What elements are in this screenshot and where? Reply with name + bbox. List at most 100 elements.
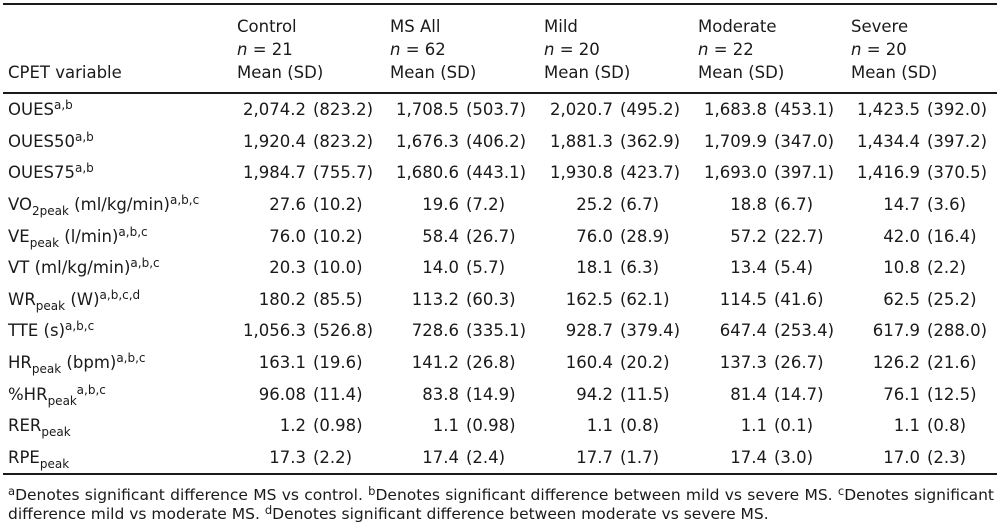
mean-value: 1.1 bbox=[893, 416, 920, 436]
n-symbol: n bbox=[237, 40, 248, 59]
label-text: HR bbox=[8, 353, 32, 373]
value-cell: 1,434.4 (397.2) bbox=[846, 126, 997, 158]
label-subscript: peak bbox=[39, 456, 70, 471]
sd-value: (12.5) bbox=[927, 384, 977, 404]
mean-value: 2,020.7 bbox=[550, 100, 613, 120]
sd-value: (41.6) bbox=[774, 289, 824, 309]
group-n: n = 62 bbox=[390, 38, 539, 61]
label-text: (bpm) bbox=[61, 353, 117, 373]
mean-sd-value: 76.1 (12.5) bbox=[846, 385, 997, 404]
table-body: OUESa,b 2,074.2 (823.2) 1,708.5 (503.7) 2,020… bbox=[3, 93, 997, 474]
label-subscript: peak bbox=[31, 362, 62, 377]
mean-value: 160.4 bbox=[565, 353, 613, 373]
label-text: (ml/kg/min) bbox=[68, 195, 170, 215]
mean-sd-value: 1,434.4 (397.2) bbox=[846, 132, 997, 151]
value-cell: 18.8 (6.7) bbox=[693, 189, 846, 221]
mean-value: 14.0 bbox=[422, 258, 459, 278]
sd-value: (526.8) bbox=[313, 321, 374, 341]
mean-sd-value: 1,683.8 (453.1) bbox=[693, 100, 846, 119]
table-row: RERpeak 1.2 (0.98) 1.1 (0.98) 1.1 (0.8) 1.1 (0.1… bbox=[3, 410, 997, 442]
mean-value: 62.5 bbox=[883, 289, 920, 309]
mean-sd-value: 19.6 (7.2) bbox=[385, 195, 539, 214]
sd-value: (5.7) bbox=[466, 258, 506, 278]
value-cell: 728.6 (335.1) bbox=[385, 315, 539, 347]
value-cell: 928.7 (379.4) bbox=[539, 315, 693, 347]
value-cell: 1,680.6 (443.1) bbox=[385, 157, 539, 189]
significance-markers: a,b,c bbox=[118, 224, 148, 239]
row-label: VO2peak (ml/kg/min)a,b,c bbox=[8, 194, 199, 217]
value-cell: 1,056.3 (526.8) bbox=[232, 315, 385, 347]
value-cell: 83.8 (14.9) bbox=[385, 378, 539, 410]
value-cell: 27.6 (10.2) bbox=[232, 189, 385, 221]
n-count: = 22 bbox=[708, 40, 754, 59]
value-cell: 1,423.5 (392.0) bbox=[846, 93, 997, 126]
row-label: %HRpeaka,b,c bbox=[8, 384, 106, 407]
row-label: RPEpeak bbox=[8, 448, 69, 470]
mean-sd-value: 18.1 (6.3) bbox=[539, 258, 693, 277]
mean-value: 96.08 bbox=[258, 384, 306, 404]
mean-sd-value: 17.0 (2.3) bbox=[846, 448, 997, 467]
value-cell: 10.8 (2.2) bbox=[846, 252, 997, 284]
column-header-control: Control n = 21 Mean (SD) bbox=[232, 4, 385, 94]
mean-value: 27.6 bbox=[269, 195, 306, 215]
mean-sd-value: 137.3 (26.7) bbox=[693, 353, 846, 372]
label-subscript: 2peak bbox=[32, 204, 69, 219]
header-row: CPET variable Control n = 21 Mean (SD) M… bbox=[3, 4, 997, 94]
sd-value: (11.4) bbox=[313, 384, 363, 404]
value-cell: 163.1 (19.6) bbox=[232, 347, 385, 379]
value-cell: 19.6 (7.2) bbox=[385, 189, 539, 221]
footnote-marker: a bbox=[8, 484, 16, 499]
value-cell: 96.08 (11.4) bbox=[232, 378, 385, 410]
sd-value: (0.8) bbox=[927, 416, 967, 436]
mean-value: 928.7 bbox=[565, 321, 613, 341]
sd-value: (6.3) bbox=[620, 258, 660, 278]
sd-value: (10.2) bbox=[313, 195, 363, 215]
mean-sd-value: 114.5 (41.6) bbox=[693, 290, 846, 309]
row-label-cell: RPEpeak bbox=[3, 442, 232, 475]
mean-value: 76.0 bbox=[576, 226, 613, 246]
value-cell: 126.2 (21.6) bbox=[846, 347, 997, 379]
n-symbol: n bbox=[698, 40, 709, 59]
mean-sd-value: 1,056.3 (526.8) bbox=[232, 321, 385, 340]
mean-sd-value: 14.7 (3.6) bbox=[846, 195, 997, 214]
sd-value: (495.2) bbox=[620, 100, 681, 120]
sd-value: (21.6) bbox=[927, 353, 977, 373]
table-row: TTE (s)a,b,c 1,056.3 (526.8) 728.6 (335.1) 92… bbox=[3, 315, 997, 347]
sd-value: (19.6) bbox=[313, 353, 363, 373]
mean-value: 647.4 bbox=[719, 321, 767, 341]
mean-sd-value: 57.2 (22.7) bbox=[693, 227, 846, 246]
mean-value: 2,074.2 bbox=[243, 100, 306, 120]
row-label: WRpeak (W)a,b,c,d bbox=[8, 287, 141, 312]
group-n: n = 22 bbox=[698, 38, 846, 61]
row-label-cell: VT (ml/kg/min)a,b,c bbox=[3, 252, 232, 284]
value-cell: 76.1 (12.5) bbox=[846, 378, 997, 410]
table-row: RPEpeak 17.3 (2.2) 17.4 (2.4) 17.7 (1.7) 17.4 (3… bbox=[3, 442, 997, 475]
mean-sd-value: 25.2 (6.7) bbox=[539, 195, 693, 214]
sd-value: (755.7) bbox=[313, 163, 374, 183]
value-cell: 1.2 (0.98) bbox=[232, 410, 385, 442]
value-cell: 14.0 (5.7) bbox=[385, 252, 539, 284]
sd-value: (22.7) bbox=[774, 226, 824, 246]
table-row: VEpeak (l/min)a,b,c 76.0 (10.2) 58.4 (26.7) 7… bbox=[3, 220, 997, 252]
row-label: HRpeak (bpm)a,b,c bbox=[8, 352, 146, 375]
mean-value: 10.8 bbox=[883, 258, 920, 278]
mean-value: 1,984.7 bbox=[243, 163, 306, 183]
value-cell: 2,020.7 (495.2) bbox=[539, 93, 693, 126]
row-label-cell: WRpeak (W)a,b,c,d bbox=[3, 284, 232, 316]
value-cell: 18.1 (6.3) bbox=[539, 252, 693, 284]
footnote-text: Denotes significant difference between m… bbox=[272, 505, 769, 524]
row-label-cell: OUES75a,b bbox=[3, 157, 232, 189]
mean-value: 17.3 bbox=[269, 447, 306, 467]
mean-value: 19.6 bbox=[422, 195, 459, 215]
mean-sd-value: 1.1 (0.98) bbox=[385, 416, 539, 435]
n-count: = 21 bbox=[247, 40, 293, 59]
value-cell: 113.2 (60.3) bbox=[385, 284, 539, 316]
value-cell: 1,881.3 (362.9) bbox=[539, 126, 693, 158]
label-text: (W) bbox=[65, 289, 100, 309]
sd-value: (253.4) bbox=[774, 321, 835, 341]
mean-value: 81.4 bbox=[730, 384, 767, 404]
significance-markers: a,b,c,d bbox=[99, 287, 141, 302]
footnote-text: Denotes significant difference between m… bbox=[375, 486, 838, 505]
mean-sd-value: 1,930.8 (423.7) bbox=[539, 163, 693, 182]
group-stat: Mean (SD) bbox=[851, 63, 938, 82]
